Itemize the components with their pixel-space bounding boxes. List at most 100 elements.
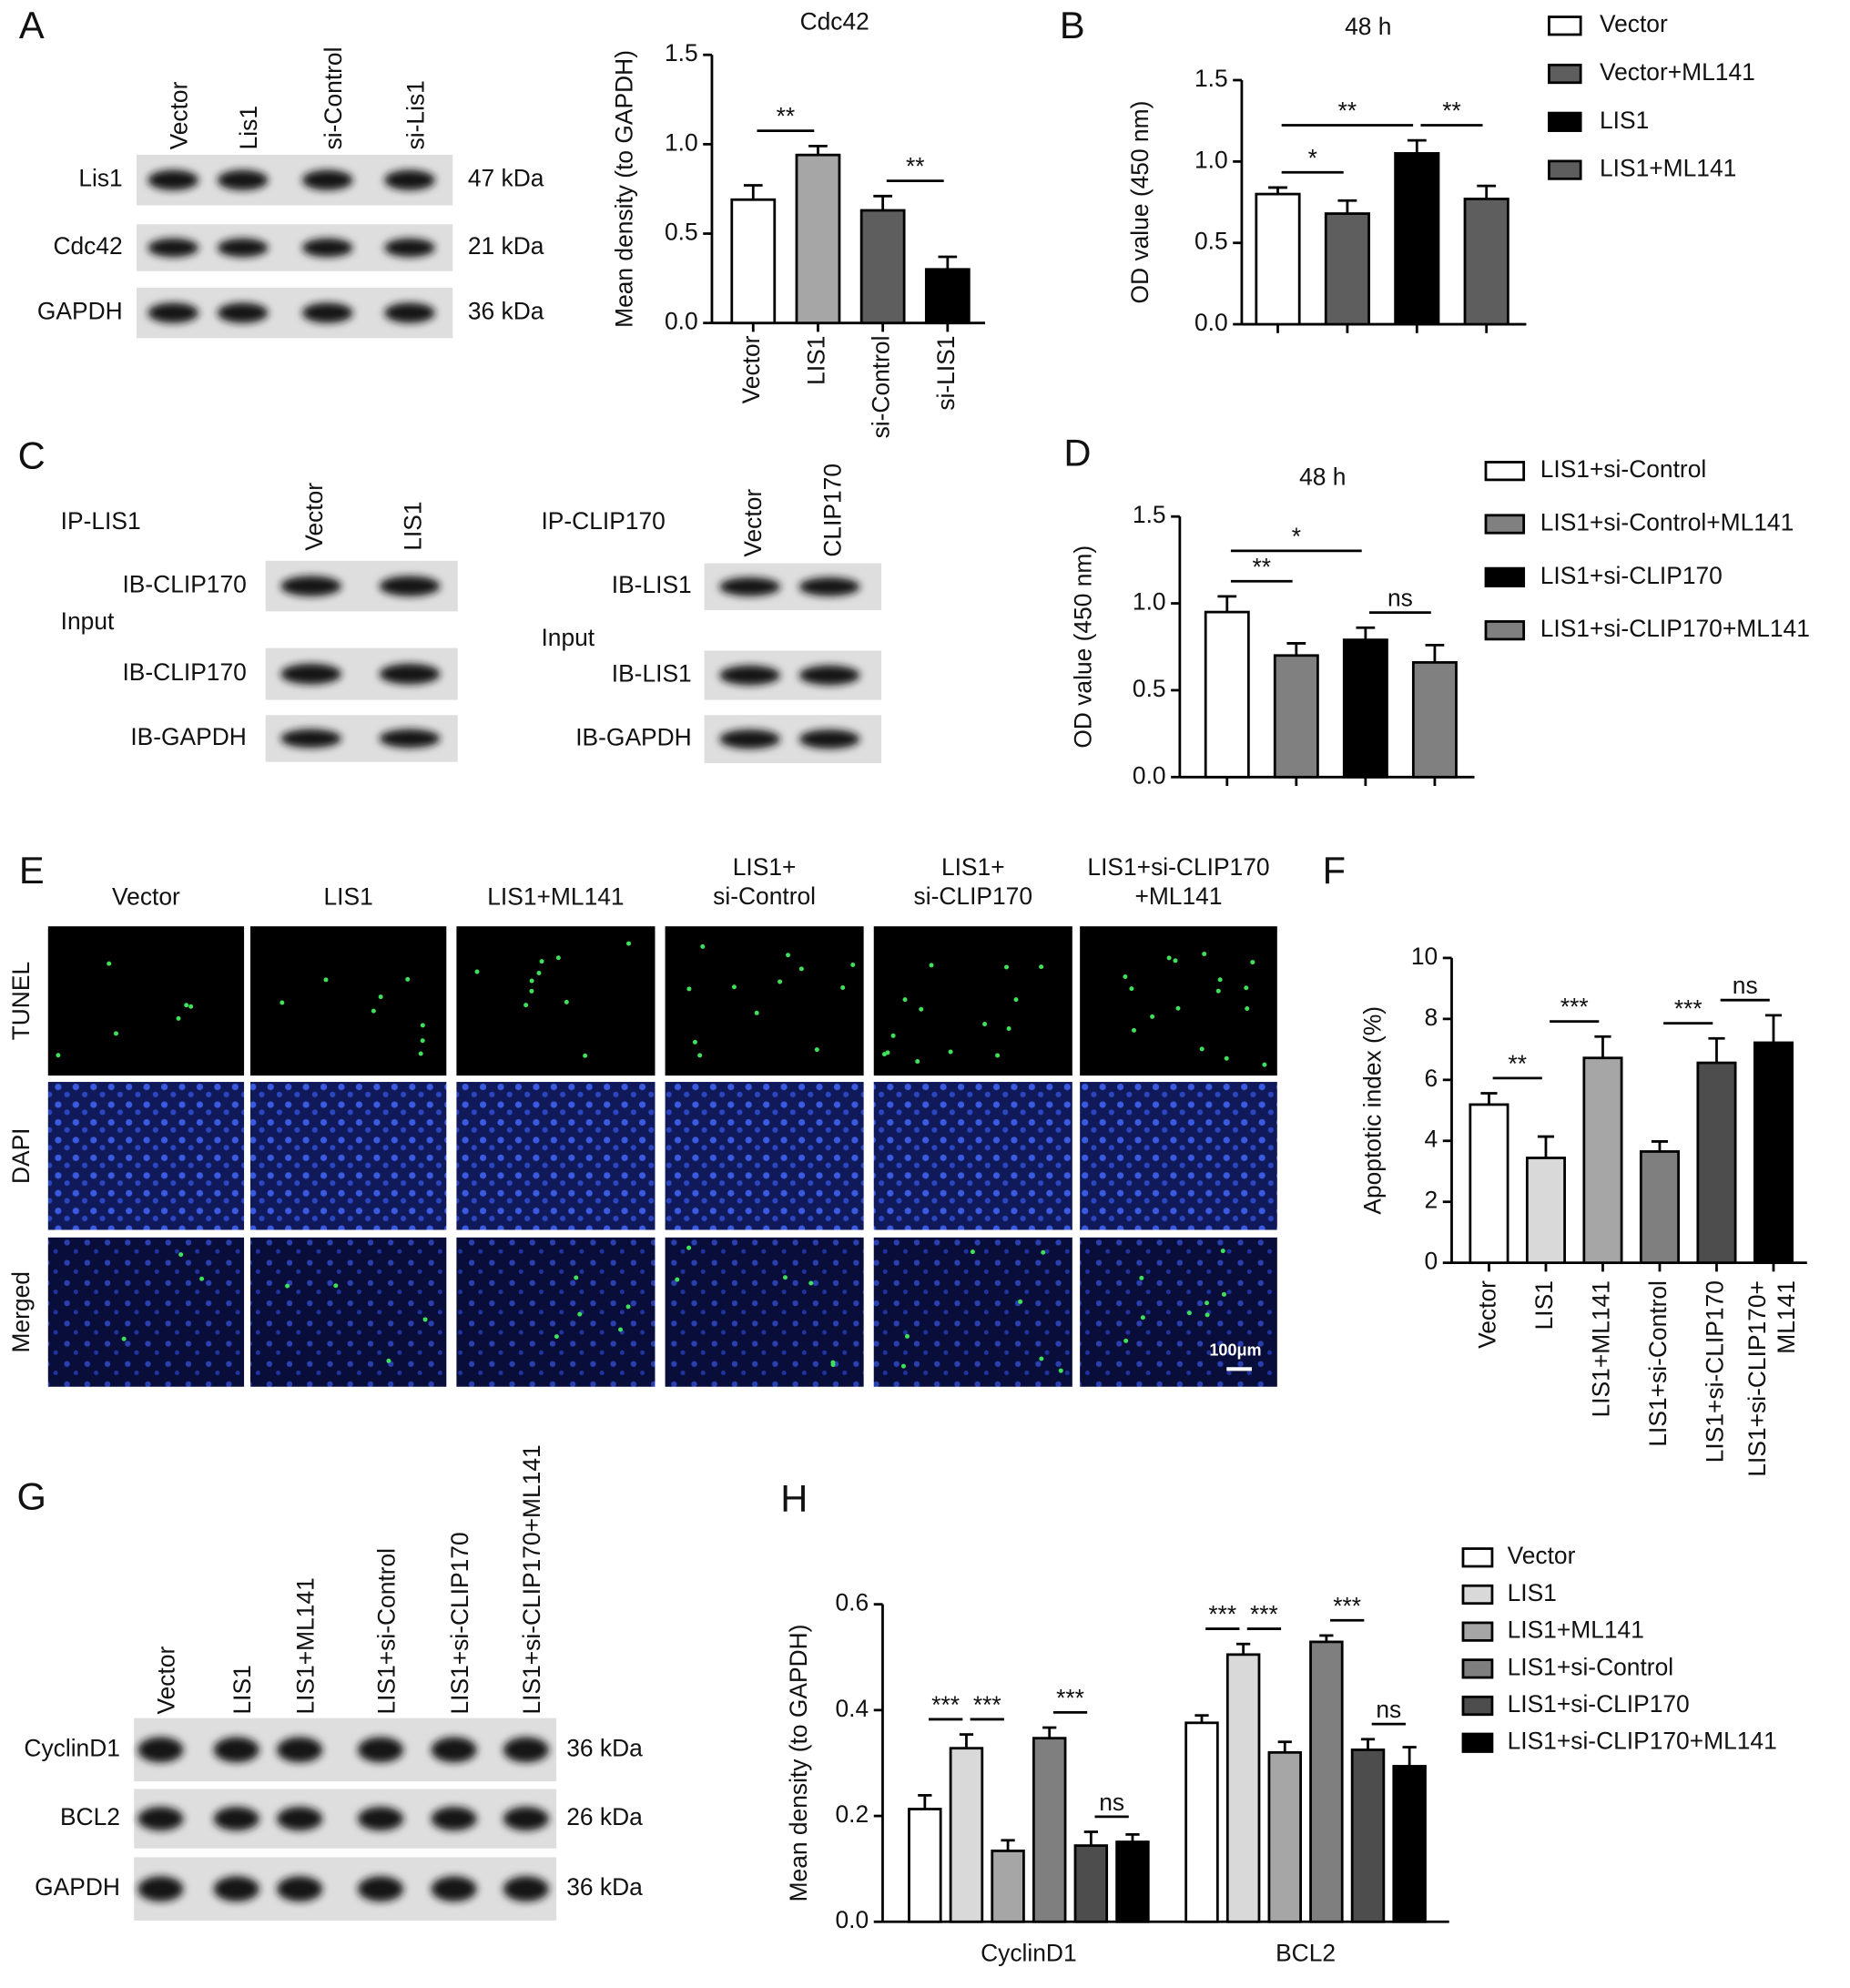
significance-label: *** (973, 1691, 1001, 1718)
bar (1696, 1061, 1737, 1265)
tunel-dot (1250, 960, 1255, 965)
tunel-dot (564, 999, 569, 1004)
blot-band (213, 1737, 259, 1763)
blot-band (379, 576, 441, 596)
x-tick-label: Vector (1473, 1280, 1500, 1349)
blot-band (798, 665, 860, 686)
blot-strip (134, 1857, 557, 1921)
blot-band (280, 729, 342, 749)
tunel-dot (176, 1015, 181, 1021)
tunel-dot (523, 1003, 529, 1008)
legend-swatch (1461, 1547, 1494, 1568)
tunel-dot (890, 1033, 896, 1038)
significance-label: *** (1560, 994, 1589, 1021)
tunel-dot (798, 966, 804, 972)
input-label: Input (541, 624, 595, 651)
tunel-dot (323, 977, 329, 983)
blot-band (137, 1737, 184, 1763)
tunel-dot (814, 1047, 819, 1053)
tunel-dot (692, 1039, 697, 1045)
legend-label: LIS1+si-CLIP170+ML141 (1540, 615, 1810, 642)
blot-band (137, 1807, 184, 1831)
row-label: GAPDH (35, 1873, 120, 1901)
lane-label: LIS1 (229, 1665, 256, 1714)
bar (1350, 1748, 1386, 1923)
bar (1073, 1844, 1109, 1923)
y-tick-label: 1.5 (665, 39, 698, 66)
tunel-dot (1140, 1315, 1145, 1320)
blot-band (280, 576, 342, 596)
tunel-dot (184, 1003, 189, 1008)
significance-label: * (1308, 144, 1317, 171)
y-axis-label: Apoptotic index (%) (1359, 1006, 1387, 1215)
legend-swatch (1461, 1695, 1494, 1717)
tunel-dot (982, 1022, 988, 1027)
blot-band (431, 1807, 477, 1831)
tunel-dot (333, 1283, 339, 1289)
tunel-dot (577, 1311, 583, 1317)
blot-band (379, 663, 441, 685)
y-tick-label: 1.0 (1133, 588, 1166, 616)
blot-band (277, 1807, 323, 1831)
micrograph (1080, 926, 1277, 1076)
lane-label: LIS1+si-CLIP170+ML141 (518, 1444, 545, 1714)
y-axis-label: OD value (450 nm) (1126, 101, 1154, 304)
micrograph (1080, 1082, 1277, 1230)
tunel-dot (618, 1327, 624, 1332)
tunel-dot (420, 1023, 425, 1028)
x-tick-label: LIS1+si-CLIP170+ML141 (1743, 1280, 1800, 1477)
panel-label: G (17, 1474, 46, 1517)
blot-band (358, 1876, 404, 1902)
y-tick-label: 0.5 (665, 218, 698, 245)
tunel-dot (1220, 1249, 1225, 1254)
tunel-dot (371, 1008, 376, 1014)
blot-band (301, 302, 353, 323)
bar (949, 1747, 984, 1923)
panel-label: B (1060, 4, 1085, 46)
bar (991, 1850, 1025, 1923)
bar (859, 209, 906, 325)
tunel-dot (786, 953, 791, 958)
tunel-dot (386, 1358, 391, 1363)
tunel-dot (1221, 1291, 1226, 1297)
tunel-dot (1199, 1046, 1205, 1052)
lane-label: Vector (153, 1646, 180, 1715)
significance-label: ** (1253, 553, 1272, 580)
significance-label: ns (1733, 972, 1758, 999)
bar (1639, 1150, 1680, 1265)
blot-band (358, 1737, 404, 1763)
y-tick-label: 0.2 (836, 1800, 869, 1828)
tunel-dot (554, 1334, 559, 1340)
bar (1324, 212, 1370, 326)
size-label: 36 kDa (566, 1734, 643, 1761)
bar (730, 198, 777, 325)
tunel-dot (536, 970, 542, 975)
x-tick-label: CyclinD1 (981, 1939, 1077, 1966)
legend-label: LIS1 (1508, 1579, 1557, 1606)
micrograph (47, 926, 245, 1076)
blot-band (213, 1876, 259, 1902)
lane-label: CLIP170 (819, 464, 847, 557)
tunel-dot (1245, 1005, 1250, 1011)
legend-swatch (1548, 63, 1582, 85)
tunel-dot (1215, 988, 1221, 994)
row-label: Lis1 (78, 165, 122, 192)
y-tick-label: 0.0 (665, 308, 698, 335)
size-label: 36 kDa (566, 1873, 643, 1901)
x-tick-label: LIS1 (1530, 1280, 1558, 1330)
x-tick-label: si-LIS1 (932, 336, 960, 411)
significance-label: *** (1333, 1592, 1361, 1619)
legend-label: LIS1+si-CLIP170 (1508, 1690, 1690, 1718)
legend-swatch (1484, 514, 1526, 535)
blot-band (147, 169, 199, 190)
micrograph (873, 1237, 1072, 1387)
legend-swatch (1461, 1658, 1494, 1679)
bar (1273, 654, 1319, 779)
significance-label: ns (1099, 1789, 1124, 1816)
tunel-dot (178, 1252, 184, 1258)
tunel-dot (1129, 986, 1134, 992)
tunel-dot (686, 986, 692, 992)
lane-label: LIS1+si-Control (372, 1548, 400, 1715)
bar (1469, 1103, 1509, 1265)
